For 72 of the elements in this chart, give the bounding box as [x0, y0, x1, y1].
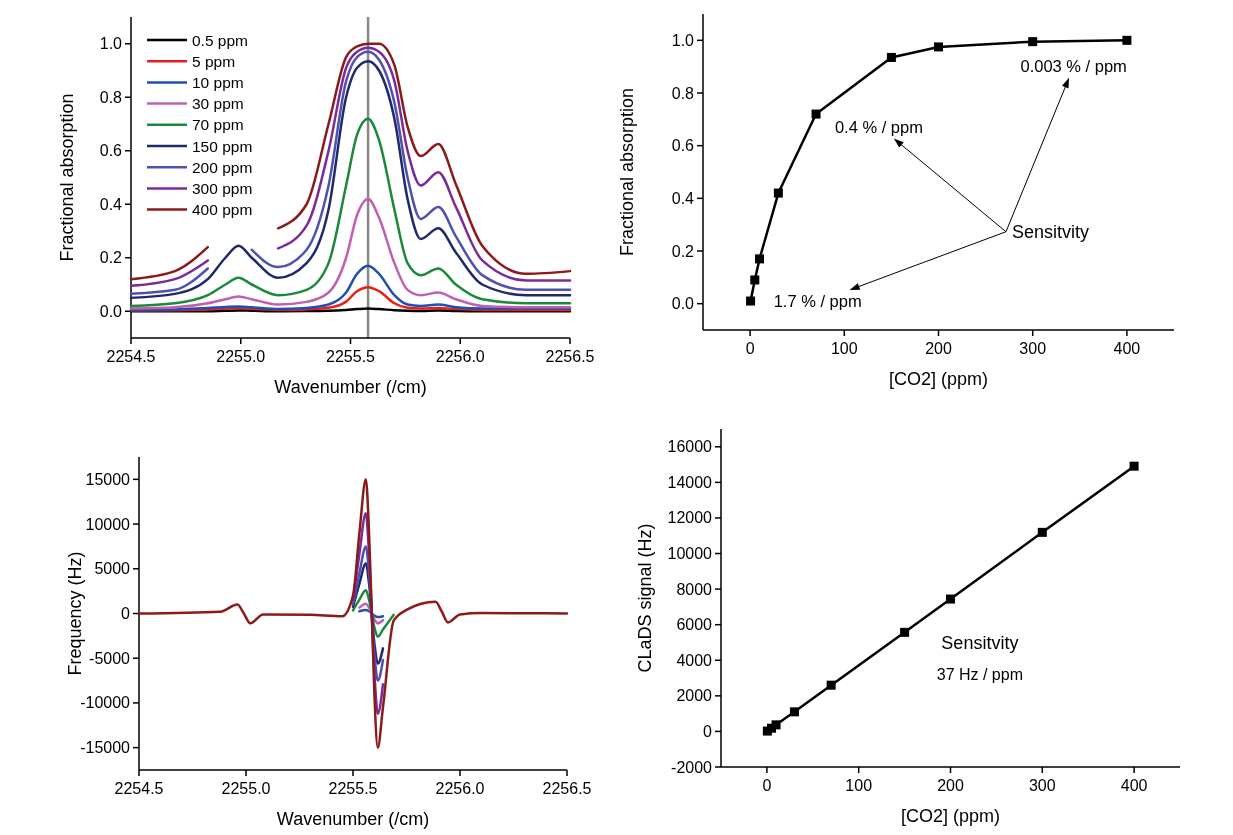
x-axis-title: Wavenumber (/cm): [276, 809, 430, 829]
x-tick-label: 2255.5: [328, 780, 378, 797]
y-axis-title: Fractional absorption: [57, 93, 77, 262]
y-tick-label: 1.0: [99, 35, 123, 53]
y-axis-title: CLaDS signal (Hz): [635, 523, 655, 673]
x-tick-label: 400: [1120, 777, 1148, 794]
x-tick-label: 400: [1113, 340, 1141, 357]
annotation: 0.4 % / ppm: [834, 117, 923, 136]
legend-label: 70 ppm: [192, 116, 244, 134]
y-tick-label: 8000: [676, 580, 713, 598]
y-axis-title: Frequency (Hz): [65, 551, 85, 676]
legend-label: 400 ppm: [192, 201, 253, 219]
y-tick-label: 16000: [667, 438, 713, 456]
legend-label: 150 ppm: [192, 137, 253, 155]
y-tick-label: 6000: [676, 616, 713, 634]
y-tick-label: 0.6: [671, 137, 695, 155]
legend-label: 200 ppm: [192, 158, 253, 176]
y-tick-label: 15000: [85, 470, 131, 488]
legend-label: 10 ppm: [192, 73, 244, 91]
x-tick-label: 2254.5: [114, 780, 164, 797]
x-tick-label: 2256.5: [542, 780, 592, 797]
x-tick-label: 2256.5: [545, 348, 595, 365]
legend-label: 5 ppm: [192, 52, 236, 70]
x-tick-label: 100: [845, 777, 873, 794]
y-tick-label: 12000: [667, 509, 713, 527]
x-tick-label: 2255.0: [216, 348, 266, 365]
x-axis-title: [CO2] (ppm): [888, 369, 989, 389]
y-tick-label: -5000: [89, 649, 131, 667]
annotation: 37 Hz / ppm: [936, 665, 1024, 683]
y-tick-label: 0: [121, 605, 131, 622]
y-tick-label: 2000: [676, 687, 713, 705]
y-tick-label: 0.8: [671, 84, 695, 102]
y-tick-label: 0.4: [99, 195, 123, 213]
y-axis-title: Fractional absorption: [617, 87, 637, 257]
x-axis-title: [CO2] (ppm): [900, 806, 1001, 826]
y-tick-label: -15000: [80, 739, 131, 757]
y-tick-label: 0.0: [99, 302, 123, 320]
y-tick-label: 1.0: [671, 31, 695, 49]
legend-label: 300 ppm: [192, 179, 253, 197]
x-tick-label: 200: [925, 340, 952, 357]
y-tick-label: -2000: [671, 758, 713, 776]
y-tick-label: 0.2: [99, 249, 123, 267]
y-tick-label: 4000: [676, 651, 713, 669]
y-tick-label: 0.4: [671, 189, 695, 207]
x-tick-label: 2254.5: [106, 348, 156, 365]
y-tick-label: 14000: [667, 473, 713, 491]
y-tick-label: 0.6: [99, 142, 123, 160]
x-tick-label: 100: [830, 340, 858, 357]
y-tick-label: 0.8: [99, 88, 123, 106]
annotation: 1.7 % / ppm: [773, 291, 862, 310]
y-tick-label: 5000: [94, 560, 131, 578]
legend-label: 30 ppm: [192, 95, 244, 113]
y-tick-label: 0: [703, 722, 713, 740]
x-tick-label: 300: [1028, 777, 1056, 794]
x-tick-label: 2256.0: [435, 348, 485, 365]
x-tick-label: 2255.5: [326, 348, 376, 365]
y-tick-label: 0.2: [671, 242, 695, 260]
x-tick-label: 2255.0: [221, 780, 271, 797]
annotation: Sensitvity: [941, 632, 1019, 653]
legend-label: 0.5 ppm: [192, 31, 249, 49]
x-tick-label: 2256.0: [435, 780, 485, 797]
x-tick-label: 0: [762, 777, 772, 794]
x-tick-label: 0: [745, 340, 755, 357]
x-axis-title: Wavenumber (/cm): [274, 377, 427, 397]
annotation: Sensitvity: [1011, 221, 1090, 242]
y-tick-label: 10000: [85, 515, 131, 533]
x-tick-label: 300: [1019, 340, 1047, 357]
y-tick-label: 0.0: [671, 295, 695, 313]
annotation: 0.003 % / ppm: [1020, 56, 1127, 75]
y-tick-label: 10000: [667, 545, 713, 563]
x-tick-label: 200: [937, 777, 964, 794]
y-tick-label: -10000: [80, 694, 131, 712]
